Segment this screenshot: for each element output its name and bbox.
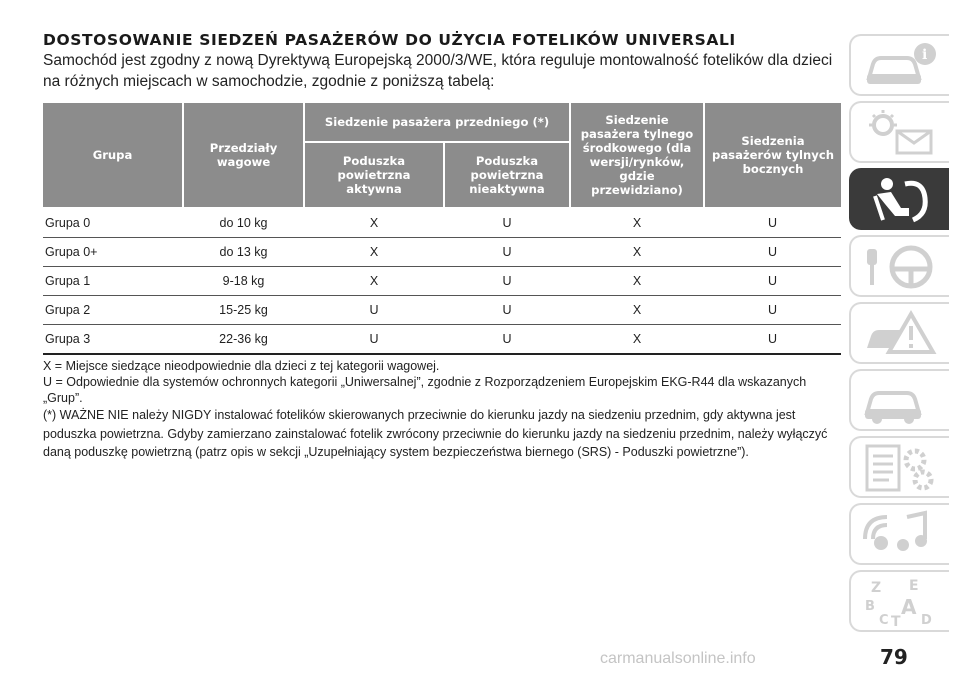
cell-rear-center: X [570,208,704,238]
header-weight: Przedziały wagowe [183,103,305,209]
table-row: Grupa 0 do 10 kg X U X U [43,208,841,238]
cell-airbag-active: X [304,237,444,267]
table-notes: X = Miejsce siedzące nieodpowiednie dla … [43,358,841,462]
page-title: DOSTOSOWANIE SIEDZEŃ PASAŻERÓW DO UŻYCIA… [43,31,736,49]
index-letter: D [921,613,932,628]
index-letter: Z [871,580,881,596]
child-seat-table: Grupa Przedziały wagowe Siedzenie pasaże… [43,103,841,355]
table-row: Grupa 3 22-36 kg U U X U [43,324,841,355]
cell-rear-side: U [704,324,841,355]
index-letter: C [879,613,889,628]
watermark: carmanualsonline.info [600,650,756,667]
index-letter: A [901,595,917,619]
alphabet-index-icon: Z E B A C T D [865,578,932,628]
chapter-sidebar: i [849,34,960,637]
cell-airbag-inactive: U [444,295,570,325]
dashboard-lights-icon [869,110,933,155]
specs-gears-icon [865,444,934,492]
cell-airbag-inactive: U [444,208,570,238]
note-x: X = Miejsce siedzące nieodpowiednie dla … [43,359,440,373]
car-info-icon: i [866,43,936,84]
cell-weight: 15-25 kg [183,295,304,325]
multimedia-icon [863,510,927,551]
tab-car-service[interactable] [849,369,949,431]
cell-airbag-active: X [304,208,444,238]
main-content: DOSTOSOWANIE SIEDZEŃ PASAŻERÓW DO UŻYCIA… [43,30,841,462]
cell-group: Grupa 0 [43,208,183,238]
header-rear-center: Siedzenie pasażera tylnego środkowego (d… [570,103,705,209]
cell-rear-side: U [704,208,841,238]
tab-alphabet-index[interactable]: Z E B A C T D [849,570,949,632]
cell-group: Grupa 0+ [43,237,183,267]
cell-rear-center: X [570,324,704,355]
cell-group: Grupa 2 [43,295,183,325]
tab-key-steering[interactable] [849,235,949,297]
cell-group: Grupa 3 [43,324,183,355]
note-u: U = Odpowiednie dla systemów ochronnych … [43,375,807,405]
cell-airbag-active: X [304,266,444,296]
cell-airbag-inactive: U [444,237,570,267]
page-number: 79 [880,645,908,669]
cell-airbag-active: U [304,295,444,325]
table-row: Grupa 2 15-25 kg U U X U [43,295,841,325]
table-row: Grupa 1 9-18 kg X U X U [43,266,841,296]
header-group: Grupa [43,103,184,209]
svg-text:i: i [922,47,927,63]
tab-dashboard-lights[interactable] [849,101,949,163]
tab-multimedia[interactable] [849,503,949,565]
seat-safety-icon [873,178,928,223]
key-steering-wheel-icon [867,245,933,289]
cell-weight: 22-36 kg [183,324,304,355]
tab-specs[interactable] [849,436,949,498]
cell-group: Grupa 1 [43,266,183,296]
header-rear-side: Siedzenia pasażerów tylnych bocznych [704,103,841,209]
header-airbag-active: Poduszka powietrzna aktywna [304,142,445,209]
tab-car-info[interactable]: i [849,34,949,96]
cell-airbag-inactive: U [444,324,570,355]
cell-rear-side: U [704,237,841,267]
cell-weight: 9-18 kg [183,266,304,296]
index-letter: T [891,614,901,628]
cell-rear-center: X [570,295,704,325]
cell-rear-center: X [570,237,704,267]
car-warning-icon [867,310,937,354]
index-letter: B [865,599,875,614]
header-airbag-inactive: Poduszka powietrzna nieaktywna [444,142,571,209]
warning-note: (*) WAŻNE NIE należy NIGDY instalować fo… [43,408,828,459]
header-front-seat: Siedzenie pasażera przedniego (*) [304,103,571,144]
cell-rear-side: U [704,295,841,325]
car-service-icon [864,391,922,424]
tab-car-warning[interactable] [849,302,949,364]
index-letter: E [909,578,919,594]
table-row: Grupa 0+ do 13 kg X U X U [43,237,841,267]
cell-rear-center: X [570,266,704,296]
tab-seat-safety[interactable] [849,168,949,230]
cell-weight: do 10 kg [183,208,304,238]
cell-rear-side: U [704,266,841,296]
cell-weight: do 13 kg [183,237,304,267]
intro-paragraph: Samochód jest zgodny z nową Dyrektywą Eu… [43,52,833,90]
cell-airbag-inactive: U [444,266,570,296]
cell-airbag-active: U [304,324,444,355]
